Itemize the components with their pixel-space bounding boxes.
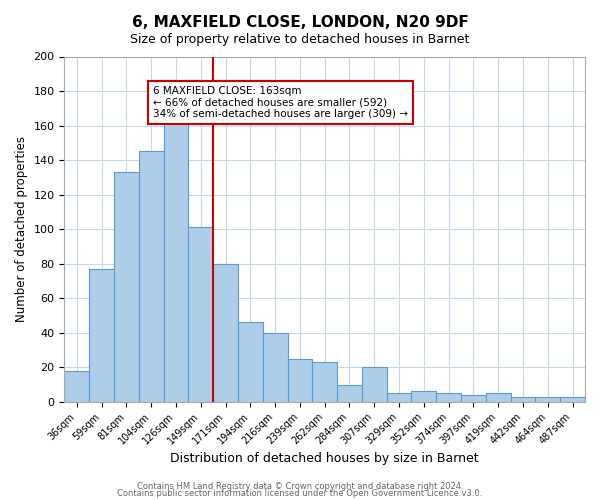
Bar <box>362 368 386 402</box>
Bar <box>89 269 114 402</box>
Text: Contains public sector information licensed under the Open Government Licence v3: Contains public sector information licen… <box>118 490 482 498</box>
Bar <box>412 392 436 402</box>
Bar <box>287 358 313 402</box>
X-axis label: Distribution of detached houses by size in Barnet: Distribution of detached houses by size … <box>170 452 479 465</box>
Bar <box>164 117 188 402</box>
Bar <box>64 370 89 402</box>
Bar <box>535 396 560 402</box>
Text: 6, MAXFIELD CLOSE, LONDON, N20 9DF: 6, MAXFIELD CLOSE, LONDON, N20 9DF <box>131 15 469 30</box>
Bar <box>213 264 238 402</box>
Bar <box>238 322 263 402</box>
Bar <box>436 393 461 402</box>
Bar <box>188 228 213 402</box>
Bar <box>461 395 486 402</box>
Bar <box>263 332 287 402</box>
Bar <box>313 362 337 402</box>
Bar <box>511 396 535 402</box>
Bar <box>560 396 585 402</box>
Bar <box>114 172 139 402</box>
Text: Size of property relative to detached houses in Barnet: Size of property relative to detached ho… <box>130 32 470 46</box>
Bar <box>337 384 362 402</box>
Text: Contains HM Land Registry data © Crown copyright and database right 2024.: Contains HM Land Registry data © Crown c… <box>137 482 463 491</box>
Bar <box>139 152 164 402</box>
Y-axis label: Number of detached properties: Number of detached properties <box>15 136 28 322</box>
Text: 6 MAXFIELD CLOSE: 163sqm
← 66% of detached houses are smaller (592)
34% of semi-: 6 MAXFIELD CLOSE: 163sqm ← 66% of detach… <box>153 86 408 119</box>
Bar <box>386 393 412 402</box>
Bar <box>486 393 511 402</box>
